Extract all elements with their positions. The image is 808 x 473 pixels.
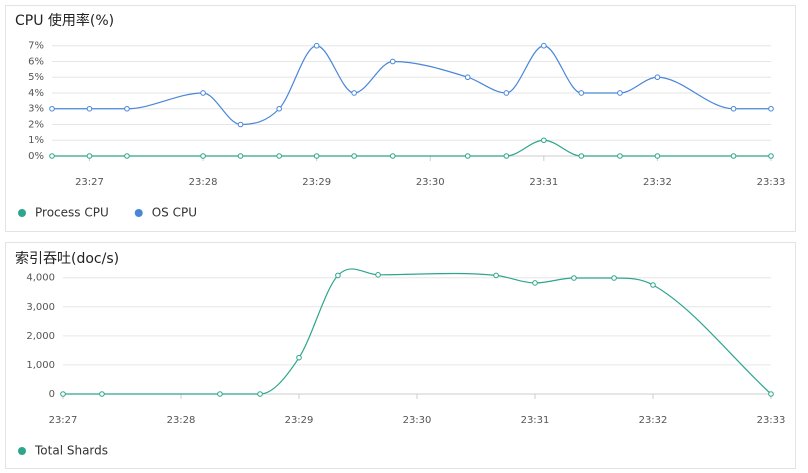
- y-tick-label: 2%: [28, 119, 44, 130]
- data-point: [49, 153, 55, 159]
- data-point: [217, 391, 223, 397]
- data-point: [730, 105, 737, 112]
- y-tick-label: 0: [49, 389, 55, 400]
- data-point: [571, 275, 577, 281]
- data-point: [611, 275, 617, 281]
- x-tick-label: 23:27: [49, 415, 78, 426]
- data-point: [313, 153, 320, 159]
- data-point: [617, 153, 623, 159]
- data-point: [464, 74, 471, 81]
- y-tick-label: 1,000: [26, 360, 55, 371]
- data-point: [389, 58, 396, 65]
- y-tick-label: 5%: [28, 72, 44, 83]
- legend-swatch: [134, 209, 143, 217]
- legend-swatch: [18, 447, 26, 455]
- x-tick-label: 23:33: [757, 415, 786, 426]
- data-point: [768, 153, 774, 159]
- chart-title: CPU 使用率(%): [15, 12, 114, 29]
- x-tick-label: 23:32: [639, 415, 668, 426]
- data-point: [503, 90, 510, 96]
- data-point: [99, 391, 105, 397]
- data-point: [389, 153, 396, 159]
- data-point: [375, 272, 381, 278]
- legend-label: Process CPU: [35, 206, 109, 220]
- data-point: [578, 90, 585, 96]
- x-tick-label: 23:31: [521, 415, 550, 426]
- data-point: [313, 42, 320, 49]
- x-tick-label: 23:30: [416, 177, 445, 188]
- data-point: [237, 121, 244, 128]
- y-tick-label: 1%: [28, 135, 44, 146]
- data-point: [200, 90, 206, 96]
- data-point: [493, 272, 499, 279]
- data-point: [49, 105, 55, 112]
- panel: [5, 5, 796, 232]
- y-tick-label: 3%: [28, 104, 44, 115]
- y-tick-label: 7%: [28, 41, 44, 52]
- data-point: [464, 153, 471, 159]
- data-point: [578, 153, 585, 159]
- data-point: [650, 282, 656, 288]
- data-point: [86, 153, 93, 159]
- x-tick-label: 23:32: [643, 177, 672, 188]
- x-tick-label: 23:30: [403, 415, 432, 426]
- data-point: [654, 74, 661, 81]
- y-tick-label: 4,000: [26, 273, 55, 284]
- data-point: [541, 137, 547, 144]
- data-point: [351, 153, 357, 159]
- data-point: [296, 354, 302, 361]
- data-point: [124, 105, 130, 112]
- data-point: [351, 90, 357, 96]
- data-point: [532, 280, 538, 286]
- data-point: [237, 153, 244, 159]
- y-tick-label: 4%: [28, 88, 44, 99]
- data-point: [200, 153, 206, 159]
- legend-label: Total Shards: [34, 444, 108, 458]
- data-point: [60, 391, 66, 397]
- data-point: [124, 153, 130, 159]
- x-tick-label: 23:29: [285, 415, 314, 426]
- legend-swatch: [18, 209, 26, 217]
- x-tick-label: 23:31: [529, 177, 558, 188]
- x-tick-label: 23:29: [302, 177, 331, 188]
- legend-label: OS CPU: [152, 206, 197, 220]
- y-tick-label: 0%: [28, 151, 44, 162]
- x-tick-label: 23:27: [75, 177, 104, 188]
- x-tick-label: 23:28: [189, 177, 218, 188]
- y-tick-label: 6%: [28, 56, 44, 67]
- data-point: [276, 153, 282, 159]
- data-point: [768, 391, 774, 397]
- data-point: [335, 272, 341, 279]
- data-point: [503, 153, 510, 159]
- chart-title: 索引吞吐(doc/s): [15, 250, 119, 267]
- data-point: [654, 153, 661, 159]
- data-point: [730, 153, 737, 159]
- x-tick-label: 23:28: [167, 415, 196, 426]
- data-point: [276, 105, 282, 112]
- data-point: [257, 391, 263, 397]
- data-point: [617, 90, 623, 96]
- y-tick-label: 3,000: [26, 302, 55, 313]
- panel: [5, 242, 796, 469]
- y-tick-label: 2,000: [26, 331, 55, 342]
- x-tick-label: 23:33: [757, 177, 786, 188]
- data-point: [541, 42, 547, 49]
- data-point: [768, 105, 774, 112]
- data-point: [86, 105, 93, 112]
